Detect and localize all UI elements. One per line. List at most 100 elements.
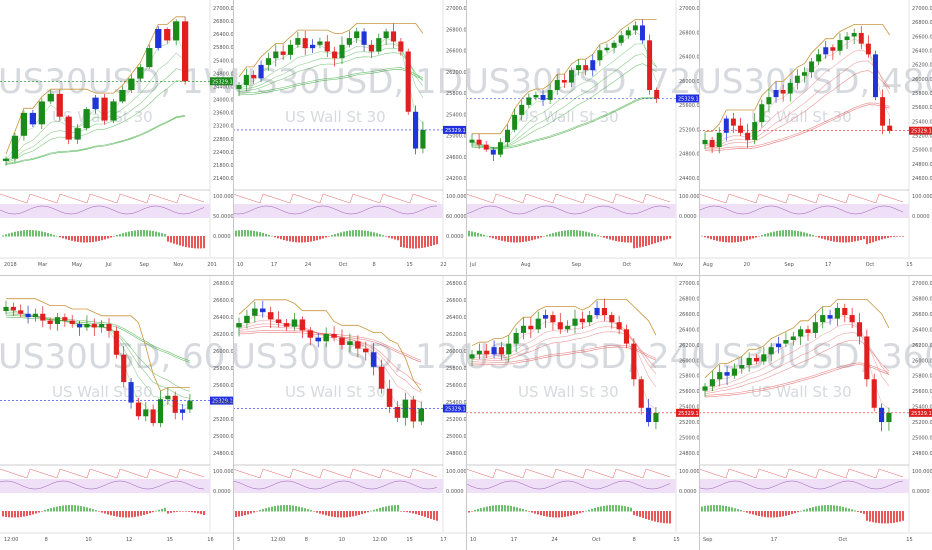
histogram-bar <box>609 236 611 240</box>
candle <box>390 23 397 49</box>
histogram-bar <box>310 236 312 242</box>
histogram-bar <box>770 511 772 518</box>
oscillator-band <box>699 479 909 493</box>
chart-panel-4[interactable]: US30USD, 480 US Wall St 30 25329.1 27000.0 2… <box>699 0 932 275</box>
oscillator-tick-label: 0.0000 <box>912 489 930 495</box>
y-tick-label: 26800.0 <box>912 20 932 26</box>
histogram-bar <box>167 511 169 514</box>
histogram-bar <box>238 511 240 517</box>
histogram-bar <box>546 511 548 517</box>
panel-divider-horizontal <box>0 275 932 276</box>
candle <box>858 26 864 50</box>
histogram-bar <box>161 233 163 237</box>
y-tick-label: 26800.0 <box>446 281 466 287</box>
histogram-bar <box>749 511 751 514</box>
y-tick-label: 24800.0 <box>679 152 699 158</box>
stochastic-line <box>233 468 438 479</box>
histogram-bar <box>899 236 901 237</box>
histogram-bar <box>860 511 862 513</box>
candle <box>347 333 353 353</box>
histogram-bar <box>367 231 369 237</box>
histogram-bar <box>612 505 614 512</box>
candle <box>128 74 135 94</box>
candle <box>820 307 826 329</box>
histogram-bar <box>534 511 536 514</box>
histogram-bar <box>722 236 724 242</box>
histogram-bar <box>155 231 157 237</box>
y-tick-label: 24800.0 <box>912 162 932 168</box>
histogram-bar <box>498 236 500 241</box>
candle <box>739 356 745 374</box>
x-tick-label: 24 <box>551 537 557 543</box>
histogram-bar <box>346 230 348 237</box>
histogram-bar <box>525 510 527 512</box>
candle <box>716 127 722 154</box>
chart-panel-1[interactable]: US30USD, 1W US Wall St 30 25329.1 27000.0 26… <box>0 0 233 275</box>
histogram-bar <box>866 511 868 521</box>
histogram-bar <box>573 230 575 237</box>
histogram-bar <box>468 230 470 237</box>
histogram-bar <box>567 230 569 237</box>
price-tag-label: 25329.1 <box>678 96 699 102</box>
chart-panel-2[interactable]: US30USD, 1D US Wall St 30 25329.1 27000.0 26… <box>233 0 466 275</box>
candle <box>157 390 164 428</box>
y-tick-label: 25800.0 <box>213 366 233 372</box>
candle <box>137 63 144 82</box>
y-tick-label: 27000.0 <box>446 6 466 12</box>
histogram-bar <box>558 511 560 518</box>
candle <box>18 304 24 317</box>
histogram-bar <box>627 506 629 512</box>
histogram-bar <box>170 511 172 513</box>
chart-panel-3[interactable]: US30USD, 720 US Wall St 30 25329.1 27000.0 2… <box>466 0 699 275</box>
histogram-bar <box>791 511 793 515</box>
candle <box>783 332 789 348</box>
histogram-bar <box>570 230 572 237</box>
histogram-bar <box>764 234 766 237</box>
chart-panel-6[interactable]: US30USD, 120 US Wall St 30 25329.1 26800.0 2… <box>233 275 466 550</box>
moving-average-line <box>704 364 890 398</box>
price-tag-box <box>443 125 466 134</box>
candle <box>187 393 193 413</box>
histogram-bar <box>878 511 880 524</box>
x-tick-label: Aug <box>521 262 531 268</box>
histogram-bar <box>44 510 46 512</box>
histogram-bar <box>131 511 133 518</box>
candle <box>535 311 541 334</box>
x-tick-label: Jul <box>469 262 476 268</box>
price-tag-label: 25329.1 <box>445 128 466 134</box>
y-tick-label: 26200.0 <box>446 332 466 338</box>
histogram-bar <box>881 236 883 240</box>
y-tick-label: 21800.0 <box>213 163 233 169</box>
histogram-bar <box>256 511 258 512</box>
histogram-bar <box>65 236 67 240</box>
histogram-bar <box>179 511 181 512</box>
histogram-bar <box>68 236 70 241</box>
candle <box>2 156 10 166</box>
histogram-bar <box>134 511 136 517</box>
histogram-bar <box>776 511 778 518</box>
candle <box>251 70 257 84</box>
rsi-line <box>0 205 205 215</box>
price-tag-box <box>443 404 466 413</box>
chart-panel-7[interactable]: US30USD, 240 US Wall St 30 25329.1 27000.0 2… <box>466 275 699 550</box>
histogram-bar <box>615 236 617 242</box>
histogram-bar <box>833 505 835 512</box>
candle <box>798 326 804 346</box>
histogram-bar <box>17 511 19 518</box>
chart-panel-8[interactable]: US30USD, 360 US Wall St 30 25329.1 27000.0 2… <box>699 275 932 550</box>
histogram-bar <box>322 236 324 239</box>
histogram-bar <box>274 236 276 238</box>
chart-panel-5[interactable]: US30USD, 60 US Wall St 30 25329.1 26800.0 26… <box>0 275 233 550</box>
stochastic-line <box>466 193 671 204</box>
histogram-bar <box>152 231 154 237</box>
histogram-bar <box>537 511 539 515</box>
histogram-bar <box>2 511 4 517</box>
histogram-bar <box>50 233 52 237</box>
histogram-bar <box>887 236 889 238</box>
histogram-bar <box>292 236 294 242</box>
histogram-bar <box>149 511 151 514</box>
histogram-bar <box>621 505 623 512</box>
candle <box>76 320 83 336</box>
y-tick-label: 25400.0 <box>912 405 932 411</box>
histogram-bar <box>492 505 494 512</box>
